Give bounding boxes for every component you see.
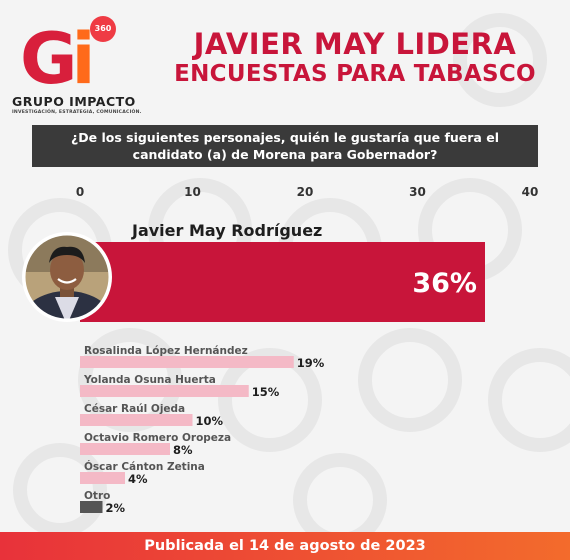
x-axis-ticks: 0 10 20 30 40	[76, 185, 539, 199]
bar	[80, 443, 170, 455]
bar-value-label: 15%	[252, 385, 280, 399]
headline-line-2: ENCUESTAS PARA TABASCO	[174, 61, 536, 87]
bar	[80, 356, 294, 368]
x-tick-label: 30	[409, 185, 426, 199]
bar-value-label: 10%	[196, 414, 224, 428]
logo-mark: Gi	[20, 18, 95, 100]
brand-tagline: INVESTIGACIÓN, ESTRATEGIA, COMUNICACIÓN.	[12, 110, 142, 115]
publication-date-footer: Publicada el 14 de agosto de 2023	[0, 532, 570, 560]
bars: Javier May Rodríguez 36% Rosalinda López H…	[80, 221, 485, 515]
bar	[80, 242, 485, 322]
grupo-impacto-logo: Gi 360 GRUPO IMPACTO INVESTIGACIÓN, ESTR…	[12, 14, 141, 115]
bar-category-label: Óscar Cánton Zetina	[84, 460, 205, 473]
logo-badge: 360	[90, 16, 116, 42]
x-tick-label: 10	[184, 185, 201, 199]
bar-value-label: 36%	[412, 268, 477, 299]
bar	[80, 414, 193, 426]
bar-category-label: César Raúl Ojeda	[84, 403, 185, 415]
x-tick-label: 0	[76, 185, 84, 199]
candidate-photo	[22, 232, 112, 322]
bar-category-label: Yolanda Osuna Huerta	[83, 374, 216, 386]
bar	[80, 501, 103, 513]
headline-line-1: JAVIER MAY LIDERA	[193, 27, 517, 61]
bar	[80, 385, 249, 397]
bar-category-label: Otro	[84, 490, 110, 502]
bar-value-label: 19%	[297, 356, 325, 370]
bar-category-label: Octavio Romero Oropeza	[84, 432, 231, 444]
bar-category-label: Rosalinda López Hernández	[84, 345, 248, 357]
x-tick-label: 20	[297, 185, 314, 199]
question-line-1: ¿De los siguientes personajes, quién le …	[71, 130, 499, 145]
poll-bar-chart: 0 10 20 30 40 Javier May Rodríguez 36% Rosalin…	[22, 185, 539, 515]
x-tick-label: 40	[522, 185, 539, 199]
bar-category-label: Javier May Rodríguez	[131, 221, 322, 240]
brand-name: GRUPO IMPACTO	[12, 94, 136, 109]
bar-value-label: 2%	[106, 501, 126, 515]
bar	[80, 472, 125, 484]
survey-question: ¿De los siguientes personajes, quién le …	[32, 125, 538, 167]
bar-value-label: 8%	[173, 443, 193, 457]
headline: JAVIER MAY LIDERA ENCUESTAS PARA TABASCO	[145, 30, 565, 86]
question-line-2: candidato (a) de Morena para Gobernador?	[132, 147, 438, 162]
bar-value-label: 4%	[128, 472, 148, 486]
